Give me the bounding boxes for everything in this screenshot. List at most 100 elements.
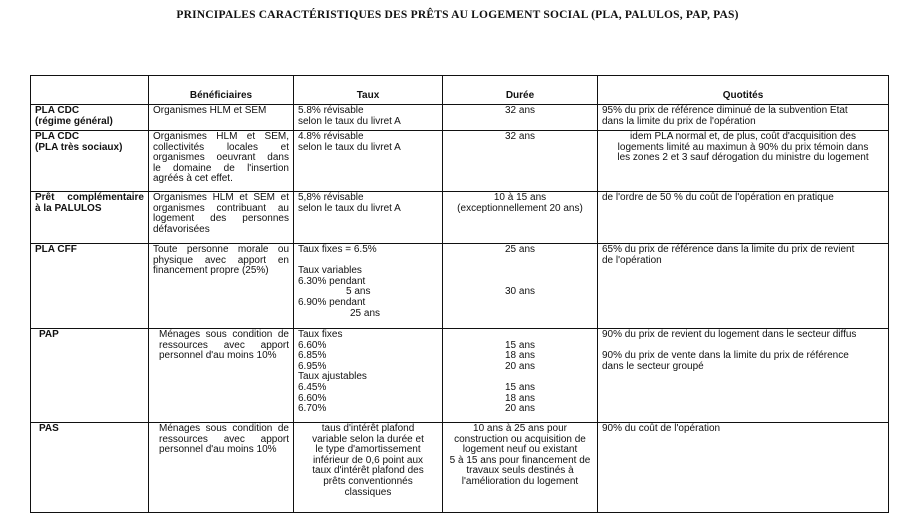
cell-line: Ménages sous condition de bbox=[159, 329, 289, 340]
cell-line: ressources avec apport bbox=[159, 433, 289, 445]
cell-line: Organismes HLM et SEM bbox=[153, 105, 267, 116]
cell-line: Prêt complémentaire bbox=[35, 192, 144, 203]
header-taux: Taux bbox=[293, 75, 443, 105]
cell-duree: 25 ans 30 ans bbox=[442, 243, 598, 329]
cell-line: ressources avec apport bbox=[159, 339, 289, 351]
cell-line: physique avec apport en bbox=[153, 254, 289, 266]
cell-line: dans le secteur groupé bbox=[602, 360, 704, 372]
cell-duree: 10 ans à 25 ans pour construction ou acqu… bbox=[442, 422, 598, 513]
cell-line: Toute personne morale ou bbox=[153, 244, 289, 255]
cell-quotites: idem PLA normal et, de plus, coût d'acqu… bbox=[597, 130, 889, 192]
cell-line: 4.8% révisable bbox=[298, 131, 364, 142]
cell-line: PLA CFF bbox=[35, 244, 77, 255]
cell-line: taux d'intérêt plafond des bbox=[312, 465, 424, 477]
cell-line: l'amélioration du logement bbox=[461, 475, 579, 487]
cell-line: logements limité au maximun à 90% du pri… bbox=[617, 141, 869, 153]
table-row: PLA CDC (PLA très sociaux) Organismes HLM … bbox=[30, 130, 889, 192]
cell-line: 18 ans bbox=[504, 392, 536, 404]
cell-line: 25 ans bbox=[504, 244, 536, 255]
cell-line: idem PLA normal et, de plus, coût d'acqu… bbox=[630, 131, 856, 142]
cell-line: 10 ans à 25 ans pour bbox=[473, 423, 567, 434]
cell-line: 18 ans bbox=[504, 350, 536, 362]
cell-line: dans la limite du prix de l'opération bbox=[602, 115, 756, 127]
cell-line: 10 à 15 ans bbox=[493, 192, 547, 203]
header-empty bbox=[30, 75, 149, 105]
cell-line: organismes contribuant au bbox=[153, 202, 289, 214]
cell-line: Taux variables bbox=[298, 265, 362, 277]
cell-beneficiaires: Organismes HLM et SEM bbox=[148, 104, 294, 131]
cell-line: 6.90% pendant bbox=[298, 296, 366, 308]
header-row: Bénéficiaires Taux Durée Quotités bbox=[30, 75, 889, 105]
cell-line: à la PALULOS bbox=[35, 202, 102, 214]
cell-line: Taux fixes = 6.5% bbox=[298, 244, 377, 255]
table-row: PAS Ménages sous condition de ressources a… bbox=[30, 422, 889, 513]
cell-duree: 10 à 15 ans (exceptionnellement 20 ans) bbox=[442, 191, 598, 244]
cell-name: PLA CDC (PLA très sociaux) bbox=[30, 130, 149, 192]
cell-beneficiaires: Toute personne morale ou physique avec ap… bbox=[148, 243, 294, 329]
cell-line: 20 ans bbox=[504, 403, 536, 415]
cell-duree: 32 ans bbox=[442, 104, 598, 131]
cell-name: PAS bbox=[30, 422, 149, 513]
cell-line: PAP bbox=[39, 329, 59, 340]
cell-taux: taus d'intérêt plafond variable selon la … bbox=[293, 422, 443, 513]
cell-line: de l'opération bbox=[602, 254, 662, 266]
cell-name: Prêt complémentaire à la PALULOS bbox=[30, 191, 149, 244]
cell-line: logement des personnes bbox=[153, 213, 289, 225]
table-row: PLA CFF Toute personne morale ou physique … bbox=[30, 243, 889, 329]
cell-line: le domaine de l'insertion bbox=[153, 162, 289, 174]
cell-line: 15 ans bbox=[504, 339, 536, 351]
cell-line: PLA CDC bbox=[35, 131, 80, 142]
cell-line: Organismes HLM et SEM et bbox=[153, 192, 289, 203]
cell-taux: 5.8% révisable selon le taux du livret A bbox=[293, 104, 443, 131]
cell-beneficiaires: Ménages sous condition de ressources avec… bbox=[148, 422, 294, 513]
cell-line: 6.30% pendant bbox=[298, 275, 366, 287]
cell-duree: 15 ans 18 ans 20 ans 15 ans 18 ans 20 ans bbox=[442, 328, 598, 423]
cell-line: construction ou acquisition de bbox=[454, 433, 586, 445]
cell-line: 20 ans bbox=[504, 360, 536, 372]
cell-name: PLA CFF bbox=[30, 243, 149, 329]
cell-line: 32 ans bbox=[504, 105, 536, 116]
cell-line: Organismes HLM et SEM, bbox=[153, 131, 289, 142]
cell-line: 90% du coût de l'opération bbox=[602, 423, 721, 434]
cell-line: défavorisées bbox=[153, 223, 210, 235]
table-row: PLA CDC (régime général) Organismes HLM et… bbox=[30, 104, 889, 131]
cell-taux: Taux fixes = 6.5% Taux variables 6.30% pen… bbox=[293, 243, 443, 329]
cell-beneficiaires: Organismes HLM et SEM, collectivités loca… bbox=[148, 130, 294, 192]
table-row: Prêt complémentaire à la PALULOS Organisme… bbox=[30, 191, 889, 244]
cell-line: 5 ans bbox=[346, 286, 371, 298]
cell-line: PLA CDC bbox=[35, 105, 80, 116]
header-quotites: Quotités bbox=[597, 75, 889, 105]
cell-line: 6.95% bbox=[298, 360, 327, 372]
cell-name: PAP bbox=[30, 328, 149, 423]
cell-line: collectivités locales et bbox=[153, 141, 289, 153]
cell-line: (PLA très sociaux) bbox=[35, 141, 123, 153]
cell-taux: 4.8% révisable selon le taux du livret A bbox=[293, 130, 443, 192]
cell-name: PLA CDC (régime général) bbox=[30, 104, 149, 131]
cell-line: 6.60% bbox=[298, 339, 327, 351]
cell-line: organismes oeuvrant dans bbox=[153, 152, 289, 164]
header-beneficiaires: Bénéficiaires bbox=[148, 75, 294, 105]
table-row: PAP Ménages sous condition de ressources a… bbox=[30, 328, 889, 423]
cell-taux: Taux fixes 6.60% 6.85% 6.95% Taux ajustables… bbox=[293, 328, 443, 423]
cell-line: prêts conventionnés bbox=[323, 475, 413, 487]
cell-quotites: 90% du prix de revient du logement dans … bbox=[597, 328, 889, 423]
cell-line: 95% du prix de référence diminué de la s… bbox=[602, 105, 848, 116]
cell-line: variable selon la durée et bbox=[312, 433, 424, 445]
cell-line: Taux ajustables bbox=[298, 371, 367, 383]
cell-line: agréés à cet effet. bbox=[153, 173, 233, 185]
cell-line: 6.85% bbox=[298, 350, 327, 362]
cell-line: PAS bbox=[39, 423, 59, 434]
cell-beneficiaires: Organismes HLM et SEM et organismes contr… bbox=[148, 191, 294, 244]
cell-line: les zones 2 et 3 sauf dérogation du mini… bbox=[617, 152, 869, 164]
cell-line: 6.70% bbox=[298, 403, 327, 415]
cell-line: personnel d'au moins 10% bbox=[159, 444, 277, 456]
cell-quotites: de l'ordre de 50 % du coût de l'opératio… bbox=[597, 191, 889, 244]
cell-line: Ménages sous condition de bbox=[159, 423, 289, 434]
cell-line: inférieur de 0,6 point aux bbox=[312, 454, 424, 466]
cell-line: (régime général) bbox=[35, 115, 113, 127]
cell-line: 15 ans bbox=[504, 381, 536, 393]
cell-line: 6.60% bbox=[298, 392, 327, 404]
cell-line: 5,8% révisable bbox=[298, 192, 364, 203]
cell-line: 6.45% bbox=[298, 381, 327, 393]
cell-line: logement neuf ou existant bbox=[462, 444, 578, 456]
